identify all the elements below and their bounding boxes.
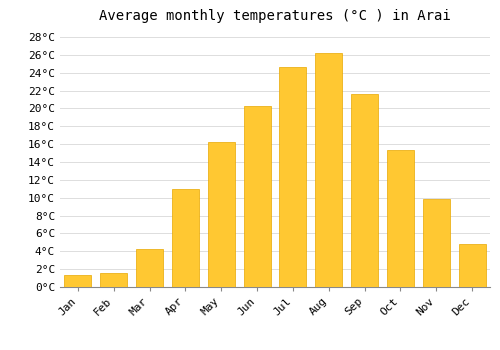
Bar xyxy=(423,199,450,287)
Bar xyxy=(136,248,163,287)
Bar xyxy=(316,53,342,287)
Bar xyxy=(64,275,92,287)
Bar xyxy=(458,244,485,287)
Title: Average monthly temperatures (°C ) in Arai: Average monthly temperatures (°C ) in Ar… xyxy=(99,9,451,23)
Bar xyxy=(280,67,306,287)
Bar xyxy=(208,142,234,287)
Bar xyxy=(387,150,414,287)
Bar xyxy=(244,106,270,287)
Bar xyxy=(100,273,127,287)
Bar xyxy=(172,189,199,287)
Bar xyxy=(351,94,378,287)
